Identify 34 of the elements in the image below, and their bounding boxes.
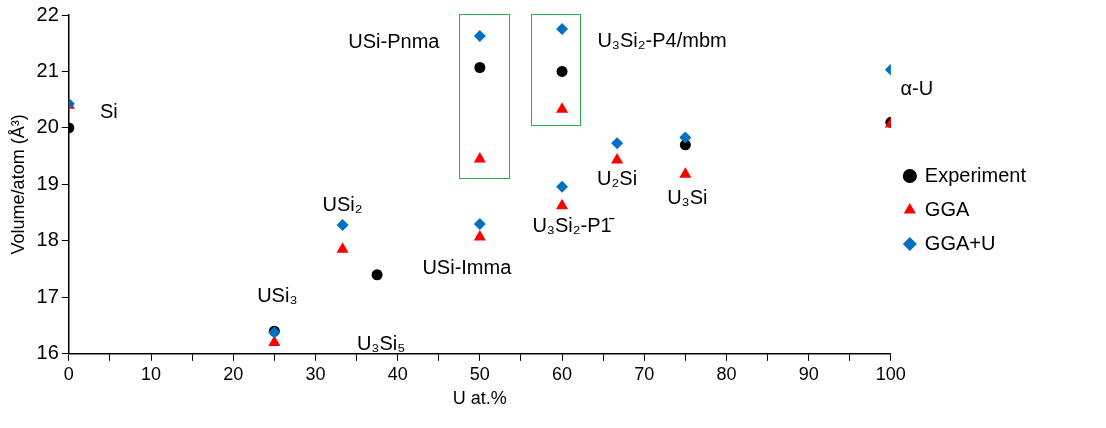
x-tick-label: 30 [305, 363, 326, 384]
y-tick-label: 17 [36, 284, 59, 307]
x-tick-label: 70 [634, 363, 655, 384]
y-tick-label: 21 [36, 58, 59, 81]
annotation: U₂Si [597, 166, 638, 189]
legend-label: Experiment [924, 163, 1027, 186]
x-tick-label: 40 [387, 363, 408, 384]
x-tick-label: 0 [63, 363, 74, 384]
annotation: U₃Si₂-P4/mbm [597, 28, 727, 51]
annotation: USi-Pnma [348, 30, 441, 53]
annotation: U₃Si [667, 185, 708, 208]
annotation: USi₃ [257, 283, 298, 306]
y-tick-label: 16 [36, 341, 59, 364]
annotation: USi₂ [322, 192, 363, 215]
x-tick-label: 10 [141, 363, 162, 384]
annotation: U₃Si₂-P1̄ [532, 214, 615, 237]
y-tick-label: 22 [36, 2, 59, 25]
y-tick-label: 19 [36, 171, 59, 194]
x-axis-title: U at.% [452, 388, 507, 409]
x-tick-label: 80 [716, 363, 737, 384]
annotation: USi-Imma [422, 256, 513, 279]
y-tick-label: 18 [36, 228, 59, 251]
annotation: Si [99, 100, 118, 123]
y-tick-label: 20 [36, 115, 59, 138]
legend-label: GGA [924, 197, 970, 220]
legend-label: GGA+U [924, 231, 996, 254]
x-tick-label: 100 [875, 363, 906, 384]
annotation: U₃Si₅ [356, 332, 406, 355]
x-tick-label: 90 [798, 363, 819, 384]
x-tick-label: 20 [223, 363, 244, 384]
y-axis-title: Volume/atom (Å³) [7, 114, 28, 255]
x-tick-label: 50 [469, 363, 490, 384]
x-tick-label: 60 [552, 363, 573, 384]
annotation: α-U [900, 77, 934, 100]
